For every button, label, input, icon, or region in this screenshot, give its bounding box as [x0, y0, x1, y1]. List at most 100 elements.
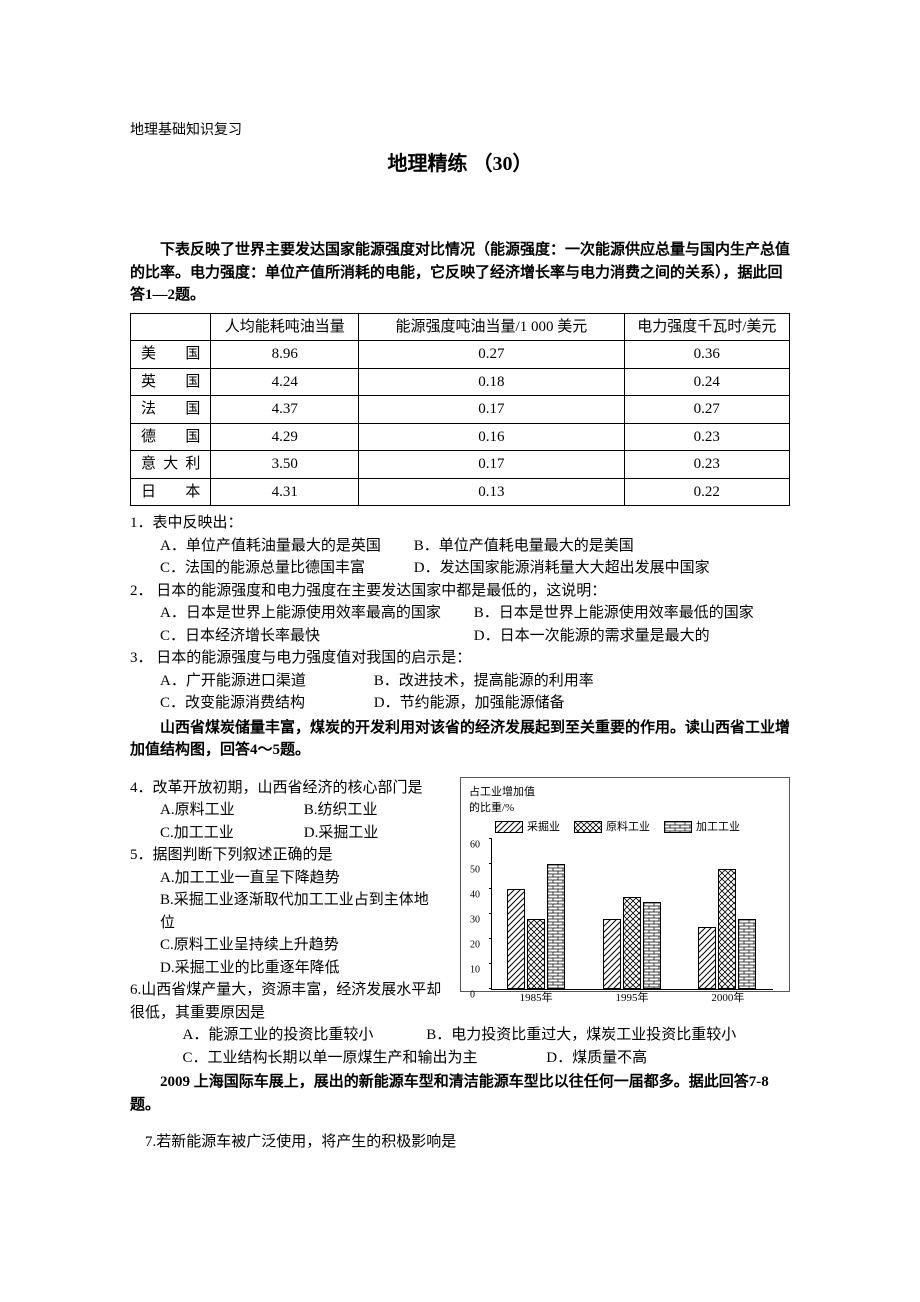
td: 4.24 [211, 368, 359, 396]
bar [623, 897, 641, 990]
td: 4.29 [211, 423, 359, 451]
q4-opts-line1: A.原料工业 B.纺织工业 [130, 799, 442, 822]
q3-optC: C．改变能源消费结构 [160, 692, 370, 715]
td: 3.50 [211, 451, 359, 479]
q4-optC: C.加工工业 [160, 822, 300, 845]
q5-optD: D.采掘工业的比重逐年降低 [130, 957, 442, 980]
q4-optD: D.采掘工业 [304, 822, 379, 845]
intro-paragraph-1: 下表反映了世界主要发达国家能源强度对比情况（能源强度：一次能源供应总量与国内生产… [130, 239, 790, 307]
ytick-label: 40 [470, 888, 480, 903]
row-label: 日 本 [131, 478, 211, 506]
ytick-label: 10 [470, 963, 480, 978]
q6-options: A．能源工业的投资比重较小 B．电力投资比重过大，煤炭工业投资比重较小 C．工业… [130, 1024, 790, 1069]
q6-optD: D．煤质量不高 [546, 1047, 647, 1070]
q3-opts-line1: A．广开能源进口渠道 B．改进技术，提高能源的利用率 [130, 670, 790, 693]
q3-stem: 3． 日本的能源强度与电力强度值对我国的启示是： [130, 647, 790, 670]
q7-stem: 7.若新能源车被广泛使用，将产生的积极影响是 [130, 1131, 790, 1154]
q6-opts-line1: A．能源工业的投资比重较小 B．电力投资比重过大，煤炭工业投资比重较小 [130, 1024, 790, 1047]
table-header-row: 人均能耗吨油当量 能源强度吨油当量/1 000 美元 电力强度千瓦时/美元 [131, 313, 790, 341]
header-note: 地理基础知识复习 [130, 120, 790, 141]
th-elec-intensity: 电力强度千瓦时/美元 [624, 313, 789, 341]
q5-stem: 5．据图判断下列叙述正确的是 [130, 844, 442, 867]
document-title: 地理精练 （30） [130, 149, 790, 179]
x-label: 1995年 [616, 990, 649, 1007]
bar-group [507, 864, 565, 989]
q1-opts-line1: A．单位产值耗油量最大的是英国 B．单位产值耗电量最大的是美国 [130, 535, 790, 558]
q4-stem: 4．改革开放初期，山西省经济的核心部门是 [130, 777, 442, 800]
q4-opts-line2: C.加工工业 D.采掘工业 [130, 822, 442, 845]
ytick-label: 0 [470, 988, 475, 1003]
td: 0.17 [359, 451, 624, 479]
q6-stem: 6.山西省煤产量大，资源丰富，经济发展水平却很低，其重要原因是 [130, 979, 442, 1024]
legend-item-mining: 采掘业 [495, 819, 560, 836]
bar [698, 927, 716, 990]
legend-label: 原料工业 [606, 819, 650, 836]
q2-optD: D．日本一次能源的需求量是最大的 [474, 625, 710, 648]
row-label: 意大利 [131, 451, 211, 479]
td: 0.23 [624, 423, 789, 451]
legend-label: 采掘业 [527, 819, 560, 836]
td: 0.16 [359, 423, 624, 451]
q2-stem: 2． 日本的能源强度和电力强度在主要发达国家中都是最低的，这说明： [130, 580, 790, 603]
td: 0.17 [359, 396, 624, 424]
th-percap: 人均能耗吨油当量 [211, 313, 359, 341]
q1-optC: C．法国的能源总量比德国丰富 [160, 557, 410, 580]
q6-opts-line2: C．工业结构长期以单一原煤生产和输出为主 D．煤质量不高 [130, 1047, 790, 1070]
q3-optB: B．改进技术，提高能源的利用率 [374, 670, 594, 693]
q6-optA: A．能源工业的投资比重较小 [183, 1024, 423, 1047]
bar [738, 919, 756, 989]
chart-plot-area: 0102030405060 [491, 839, 773, 990]
q3-optD: D．节约能源，加强能源储备 [374, 692, 565, 715]
industry-chart: 占工业增加值 的比重/% 采掘业 原料工业 加工工业 0102030405060… [460, 777, 790, 992]
td: 0.18 [359, 368, 624, 396]
row-label: 美 国 [131, 341, 211, 369]
bar [527, 919, 545, 989]
bar-group [603, 897, 661, 990]
th-energy-intensity: 能源强度吨油当量/1 000 美元 [359, 313, 624, 341]
document-page: 地理基础知识复习 地理精练 （30） 下表反映了世界主要发达国家能源强度对比情况… [0, 0, 920, 1302]
td: 0.23 [624, 451, 789, 479]
ytick-label: 20 [470, 938, 480, 953]
q1-optB: B．单位产值耗电量最大的是美国 [414, 535, 634, 558]
q5-optA: A.加工工业一直呈下降趋势 [130, 867, 442, 890]
table-row: 法 国4.370.170.27 [131, 396, 790, 424]
q6-optC: C．工业结构长期以单一原煤生产和输出为主 [183, 1047, 543, 1070]
legend-swatch-brick-icon [664, 821, 692, 833]
q6-optB: B．电力投资比重过大，煤炭工业投资比重较小 [426, 1024, 736, 1047]
q1-optA: A．单位产值耗油量最大的是英国 [160, 535, 410, 558]
bar [643, 902, 661, 990]
td: 0.36 [624, 341, 789, 369]
ytick-label: 60 [470, 838, 480, 853]
table-row: 意大利3.500.170.23 [131, 451, 790, 479]
legend-swatch-diag-icon [495, 821, 523, 833]
q4-optA: A.原料工业 [160, 799, 300, 822]
td: 0.27 [624, 396, 789, 424]
chart-legend: 采掘业 原料工业 加工工业 [495, 819, 779, 836]
q2-opts-line2: C．日本经济增长率最快 D．日本一次能源的需求量是最大的 [130, 625, 790, 648]
q3-optA: A．广开能源进口渠道 [160, 670, 370, 693]
legend-item-proc: 加工工业 [664, 819, 740, 836]
td: 4.37 [211, 396, 359, 424]
q4-q6-with-chart: 4．改革开放初期，山西省经济的核心部门是 A.原料工业 B.纺织工业 C.加工工… [130, 777, 790, 1025]
q1-opts-line2: C．法国的能源总量比德国丰富 D．发达国家能源消耗量大大超出发展中国家 [130, 557, 790, 580]
row-label: 德 国 [131, 423, 211, 451]
x-label: 1985年 [520, 990, 553, 1007]
legend-item-raw: 原料工业 [574, 819, 650, 836]
bar [547, 864, 565, 989]
q2-optB: B．日本是世界上能源使用效率最低的国家 [474, 602, 754, 625]
bar [507, 889, 525, 989]
table-row: 英 国4.240.180.24 [131, 368, 790, 396]
td: 0.13 [359, 478, 624, 506]
q1-optD: D．发达国家能源消耗量大大超出发展中国家 [414, 557, 710, 580]
q2-opts-line1: A．日本是世界上能源使用效率最高的国家 B．日本是世界上能源使用效率最低的国家 [130, 602, 790, 625]
td: 4.31 [211, 478, 359, 506]
chart-y-title: 占工业增加值 的比重/% [469, 784, 779, 817]
table-row: 德 国4.290.160.23 [131, 423, 790, 451]
q4-optB: B.纺织工业 [304, 799, 378, 822]
q5-optC: C.原料工业呈持续上升趋势 [130, 934, 442, 957]
table-row: 美 国8.960.270.36 [131, 341, 790, 369]
q2-optA: A．日本是世界上能源使用效率最高的国家 [160, 602, 470, 625]
row-label: 英 国 [131, 368, 211, 396]
row-label: 法 国 [131, 396, 211, 424]
section2-intro: 山西省煤炭储量丰富，煤炭的开发利用对该省的经济发展起到至关重要的作用。读山西省工… [130, 717, 790, 762]
